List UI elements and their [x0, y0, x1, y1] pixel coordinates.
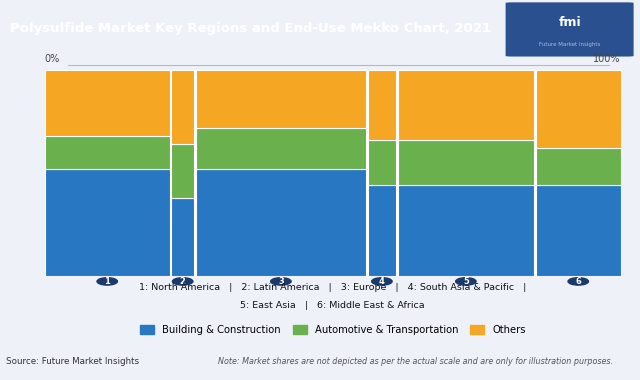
Circle shape [372, 278, 392, 285]
Circle shape [97, 278, 117, 285]
Circle shape [456, 278, 476, 285]
Bar [196, 70, 366, 128]
Bar [536, 148, 621, 185]
Legend: Building & Construction, Automotive & Transportation, Others: Building & Construction, Automotive & Tr… [136, 321, 530, 339]
Bar [398, 140, 534, 185]
Bar [172, 144, 194, 198]
Text: 0%: 0% [45, 54, 60, 64]
Bar [368, 185, 396, 276]
Bar [196, 128, 366, 169]
Bar [45, 70, 170, 136]
Text: Polysulfide Market Key Regions and End-Use Mekko Chart, 2021: Polysulfide Market Key Regions and End-U… [10, 22, 491, 35]
Text: 5: 5 [463, 277, 469, 286]
Bar [45, 169, 170, 276]
Text: 6: 6 [575, 277, 581, 286]
Bar [368, 70, 396, 140]
Text: 1: North America   |   2: Latin America   |   3: Europe   |   4: South Asia & Pa: 1: North America | 2: Latin America | 3:… [139, 283, 527, 292]
Circle shape [271, 278, 291, 285]
Circle shape [173, 278, 193, 285]
Text: fmi: fmi [558, 16, 581, 29]
FancyBboxPatch shape [506, 2, 634, 57]
Text: Source: Future Market Insights: Source: Future Market Insights [6, 357, 140, 366]
Bar [536, 70, 621, 148]
Text: 100%: 100% [593, 54, 621, 64]
Text: 2: 2 [180, 277, 186, 286]
Text: 5: East Asia   |   6: Middle East & Africa: 5: East Asia | 6: Middle East & Africa [241, 301, 425, 310]
Bar [172, 70, 194, 144]
Text: Future Market Insights: Future Market Insights [539, 42, 600, 47]
Text: Note: Market shares are not depicted as per the actual scale and are only for il: Note: Market shares are not depicted as … [218, 357, 612, 366]
Bar [398, 70, 534, 140]
Bar [536, 185, 621, 276]
Text: 3: 3 [278, 277, 284, 286]
Text: 4: 4 [379, 277, 385, 286]
Bar [368, 140, 396, 185]
Bar [196, 169, 366, 276]
Bar [398, 185, 534, 276]
Bar [172, 198, 194, 276]
Bar [45, 136, 170, 169]
Circle shape [568, 278, 588, 285]
Text: 1: 1 [104, 277, 110, 286]
